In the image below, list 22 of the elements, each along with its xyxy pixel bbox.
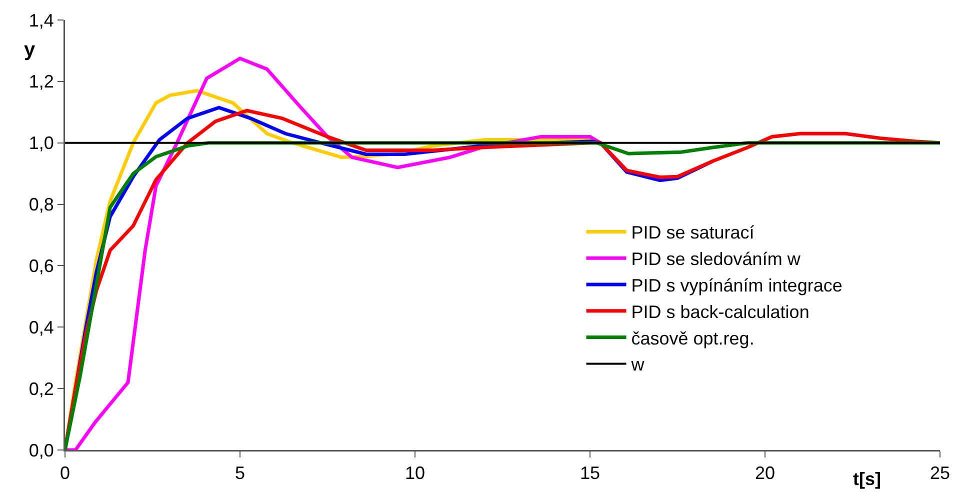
x-tick-label: 20 bbox=[754, 463, 776, 484]
y-tick-label: 0,8 bbox=[28, 194, 54, 215]
y-tick-label: 0,6 bbox=[28, 256, 54, 276]
x-tick-label: 5 bbox=[234, 463, 246, 484]
legend-label: PID s back-calculation bbox=[631, 302, 810, 322]
legend-label: w bbox=[630, 354, 646, 375]
y-tick-label: 0,2 bbox=[28, 378, 54, 399]
y-axis-title: y bbox=[24, 39, 36, 61]
y-tick-label: 1,2 bbox=[28, 72, 54, 92]
x-tick-label: 25 bbox=[930, 463, 950, 484]
x-axis-title: t[s] bbox=[853, 469, 881, 489]
y-tick-label: 1,4 bbox=[28, 10, 54, 30]
y-tick-label: 0,4 bbox=[28, 317, 54, 338]
y-tick-label: 1,0 bbox=[28, 133, 54, 154]
legend-label: časově opt.reg. bbox=[631, 328, 754, 348]
x-tick-label: 10 bbox=[404, 463, 426, 484]
legend-label: PID s vypínáním integrace bbox=[631, 276, 842, 296]
x-tick-label: 0 bbox=[60, 463, 70, 484]
y-tick-label: 0,0 bbox=[28, 440, 54, 460]
legend-label: PID se sledováním w bbox=[631, 249, 802, 270]
x-tick-label: 15 bbox=[580, 463, 600, 484]
legend-label: PID se saturací bbox=[631, 222, 754, 243]
